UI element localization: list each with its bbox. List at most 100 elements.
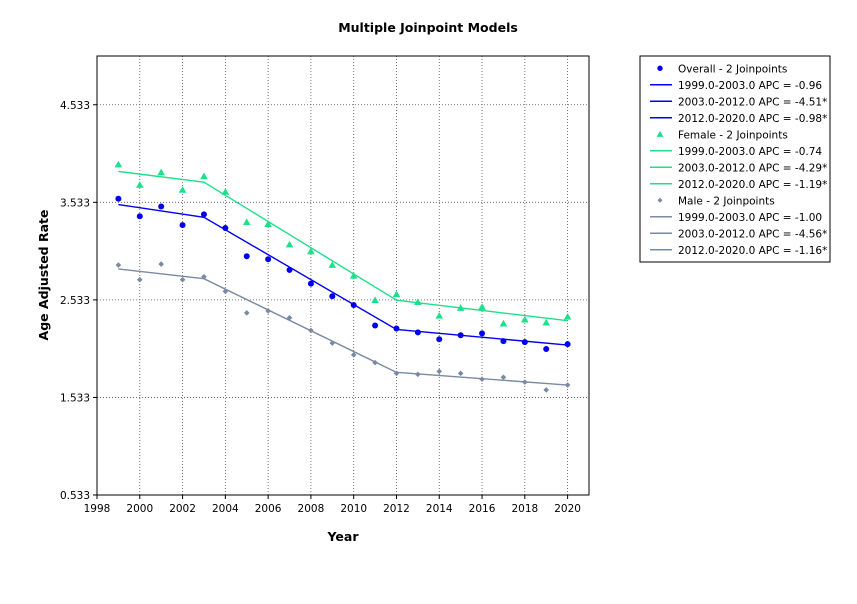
- x-tick-label: 2018: [511, 503, 538, 515]
- data-point: [179, 222, 186, 229]
- data-point: [500, 338, 507, 345]
- x-tick-label: 2008: [298, 503, 325, 515]
- data-point: [563, 312, 572, 320]
- legend-box: [639, 55, 831, 263]
- data-point: [457, 332, 464, 339]
- data-point: [243, 253, 250, 260]
- legend-marker: [656, 130, 664, 137]
- data-point: [135, 181, 144, 188]
- y-axis-label: Age Adjusted Rate: [36, 210, 51, 341]
- data-point: [479, 376, 485, 383]
- data-point: [178, 186, 187, 193]
- data-point: [285, 240, 294, 248]
- data-point: [521, 339, 528, 346]
- legend-segment: 1999.0-2003.0 APC = -0.74: [678, 146, 822, 158]
- data-point: [522, 379, 528, 385]
- y-tick-label: 4.533: [60, 100, 90, 112]
- data-point: [350, 302, 357, 309]
- legend-segment: 2003.0-2012.0 APC = -4.51*: [678, 96, 827, 108]
- legend-segment: 2003.0-2012.0 APC = -4.56*: [678, 228, 827, 240]
- data-point: [436, 336, 443, 343]
- legend: Overall - 2 Joinpoints 1999.0-2003.0 APC …: [639, 55, 831, 263]
- data-point: [543, 345, 550, 352]
- data-point: [222, 224, 229, 231]
- legend-segment: 2012.0-2020.0 APC = -0.98*: [678, 113, 827, 125]
- chart-title: Multiple Joinpoint Models: [338, 20, 518, 35]
- data-point: [329, 293, 336, 300]
- data-point: [414, 329, 421, 336]
- data-point: [393, 325, 400, 332]
- data-point: [456, 304, 465, 311]
- legend-marker: [657, 65, 663, 71]
- x-tick-label: 2006: [255, 503, 282, 515]
- legend-segment: 2003.0-2012.0 APC = -4.29*: [678, 162, 827, 174]
- legend-segment: 1999.0-2003.0 APC = -1.00: [678, 212, 822, 224]
- legend-segment: 2012.0-2020.0 APC = -1.19*: [678, 179, 827, 191]
- data-point: [179, 276, 186, 283]
- x-tick-label: 2012: [383, 503, 410, 515]
- fitted-line: [118, 170, 568, 322]
- data-point: [200, 172, 208, 180]
- data-point: [201, 273, 207, 280]
- legend-marker: [657, 197, 663, 203]
- data-point: [328, 261, 337, 268]
- data-point: [115, 262, 122, 268]
- data-point: [286, 266, 293, 273]
- data-point: [393, 370, 400, 377]
- plot-frame: [96, 55, 590, 496]
- data-point: [415, 371, 421, 378]
- x-tick-label: 1998: [84, 503, 111, 515]
- data-point: [543, 387, 550, 393]
- x-tick-label: 2002: [169, 503, 196, 515]
- data-point: [158, 261, 164, 267]
- legend-entry: Male - 2 Joinpoints: [678, 195, 775, 207]
- data-point: [307, 247, 315, 255]
- x-tick-label: 2016: [469, 503, 496, 515]
- data-point: [478, 303, 486, 310]
- y-tick-label: 3.533: [60, 197, 90, 209]
- data-point: [221, 188, 230, 195]
- data-point: [479, 330, 486, 337]
- legend-entry: Overall - 2 Joinpoints: [678, 63, 787, 75]
- legend-segment: 2012.0-2020.0 APC = -1.16*: [678, 245, 827, 257]
- data-point: [349, 271, 358, 279]
- data-point: [371, 296, 379, 304]
- data-point: [242, 218, 251, 225]
- data-point: [329, 340, 336, 346]
- data-point: [136, 213, 143, 220]
- data-point: [265, 308, 271, 314]
- data-point: [200, 211, 207, 218]
- data-point: [286, 314, 293, 321]
- data-point: [372, 359, 378, 366]
- x-tick-label: 2020: [554, 503, 581, 515]
- data-point: [435, 311, 444, 319]
- data-point: [265, 256, 272, 263]
- plot-area: 1998 2000 2002 2004 2006 2008 2010 2012 2014 2016…: [60, 55, 590, 515]
- x-axis-label: Year: [327, 529, 360, 544]
- data-point: [115, 195, 122, 202]
- x-tick-label: 2010: [340, 503, 367, 515]
- fitted-line: [118, 268, 568, 386]
- y-tick-label: 2.533: [60, 295, 90, 307]
- data-point: [392, 290, 401, 298]
- data-point: [222, 288, 229, 295]
- y-tick-label: 1.533: [60, 392, 90, 404]
- data-point: [307, 280, 314, 287]
- legend-segment: 1999.0-2003.0 APC = -0.96: [678, 80, 822, 92]
- data-point: [264, 220, 272, 227]
- data-point: [457, 370, 464, 377]
- fitted-line: [118, 203, 568, 346]
- data-point: [114, 160, 123, 168]
- data-point: [436, 368, 443, 375]
- legend-entry: Female - 2 Joinpoints: [678, 129, 788, 141]
- data-point: [308, 327, 314, 334]
- x-tick-label: 2000: [126, 503, 153, 515]
- data-point: [499, 319, 508, 327]
- data-point: [414, 298, 422, 305]
- data-point: [243, 310, 250, 316]
- data-point: [158, 203, 165, 210]
- x-tick-label: 2004: [212, 503, 239, 515]
- data-point: [521, 315, 529, 323]
- y-tick-label: 0.533: [60, 490, 90, 502]
